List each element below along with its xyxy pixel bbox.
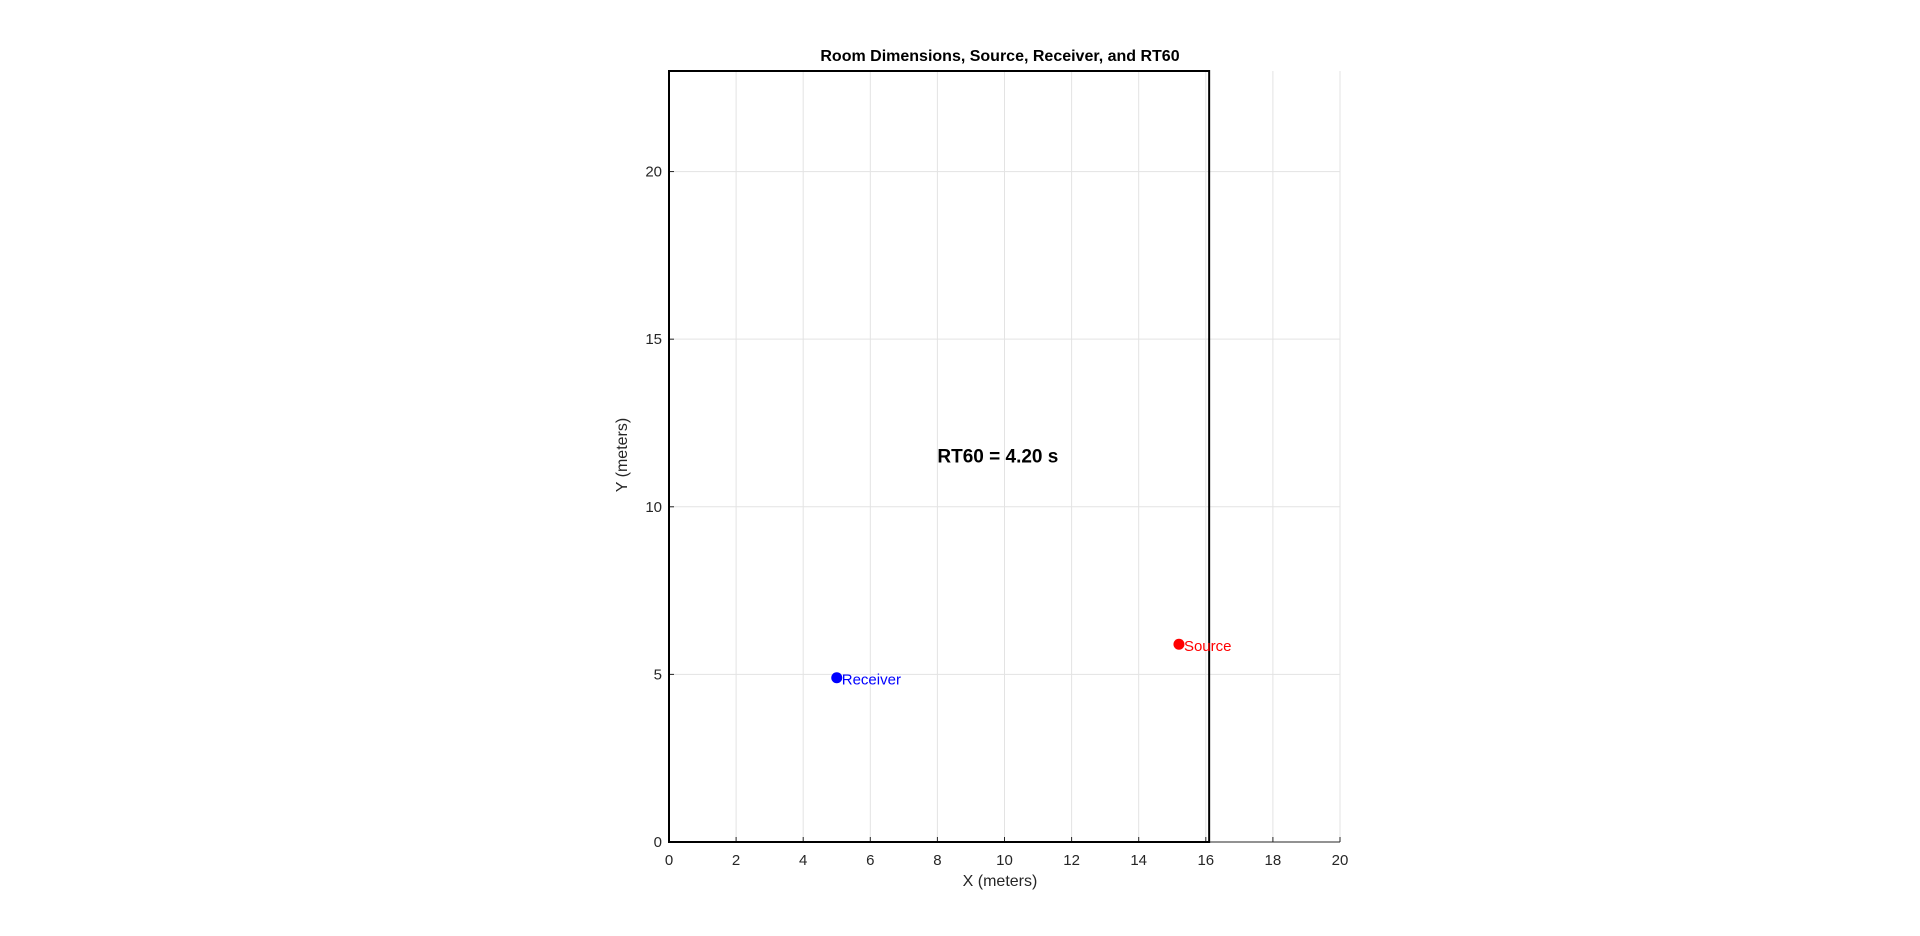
room-outline <box>668 70 1211 843</box>
y-tick-label: 10 <box>645 499 662 516</box>
x-tick-label: 12 <box>1063 852 1080 869</box>
rt60-annotation: RT60 = 4.20 s <box>937 447 1058 468</box>
grid-lines <box>669 71 1341 842</box>
x-tick-label: 0 <box>665 852 673 869</box>
source-label: Source <box>1184 638 1232 655</box>
y-axis-label: Y (meters) <box>614 418 631 492</box>
chart-title: Room Dimensions, Source, Receiver, and R… <box>820 48 1179 65</box>
y-tick-label: 15 <box>645 331 662 348</box>
room-rectangle <box>668 70 1211 843</box>
y-tick-label: 0 <box>654 834 662 851</box>
x-tick-label: 10 <box>996 852 1013 869</box>
x-tick-label: 18 <box>1265 852 1282 869</box>
receiver-label: Receiver <box>842 672 901 689</box>
y-tick-label: 5 <box>654 666 662 683</box>
x-tick-label: 4 <box>799 852 807 869</box>
tick-labels: 0 2 4 6 8 10 12 14 16 18 20 0 5 10 15 20 <box>645 164 1348 869</box>
x-axis-label: X (meters) <box>963 873 1038 890</box>
x-tick-label: 20 <box>1332 852 1349 869</box>
data-points: Receiver Source <box>831 638 1231 689</box>
x-tick-label: 2 <box>732 852 740 869</box>
y-tick-label: 20 <box>645 164 662 181</box>
x-tick-label: 6 <box>866 852 874 869</box>
x-tick-label: 8 <box>933 852 941 869</box>
receiver-marker <box>831 672 843 684</box>
x-tick-label: 14 <box>1130 852 1147 869</box>
x-tick-label: 16 <box>1197 852 1214 869</box>
source-marker <box>1173 638 1185 650</box>
